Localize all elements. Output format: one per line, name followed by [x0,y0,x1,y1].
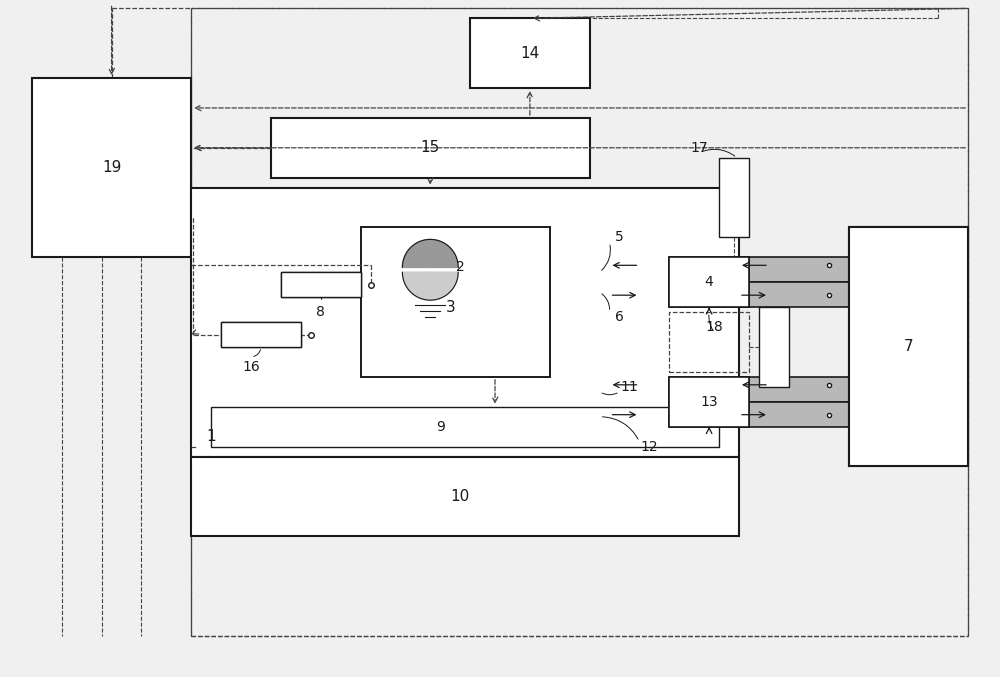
Bar [550,257,849,282]
Text: 5: 5 [615,230,624,244]
Bar [550,401,849,427]
Text: 1: 1 [206,429,216,444]
Bar [669,377,749,427]
Text: 14: 14 [520,45,540,61]
Text: 8: 8 [316,305,325,319]
Bar [221,322,301,347]
Bar [550,377,849,401]
Bar [191,456,739,536]
Bar [719,158,749,238]
Text: 3: 3 [445,300,455,315]
Text: 6: 6 [615,310,624,324]
Text: 12: 12 [641,439,658,454]
Bar [550,282,849,307]
Text: 17: 17 [690,141,708,155]
Text: 2: 2 [456,260,465,274]
Bar [849,227,968,466]
Text: 9: 9 [436,420,445,434]
Text: 11: 11 [621,380,638,394]
Bar [669,257,749,307]
Text: 10: 10 [451,489,470,504]
Bar [281,272,361,297]
Text: 7: 7 [904,339,913,355]
Bar [191,188,739,456]
Text: 15: 15 [421,140,440,155]
Text: 13: 13 [700,395,718,409]
Bar [32,78,191,257]
Bar [361,227,550,377]
Bar [470,18,590,88]
Bar [271,118,590,177]
Text: 4: 4 [705,276,714,289]
Bar [849,227,968,466]
Bar [669,377,749,427]
Polygon shape [402,240,458,267]
Text: 19: 19 [102,160,121,175]
Text: 16: 16 [242,360,260,374]
Text: 18: 18 [705,320,723,334]
Bar [669,257,749,307]
Polygon shape [402,272,458,300]
Bar [281,272,361,297]
Bar [221,322,301,347]
Bar [211,407,719,447]
Bar [759,307,789,387]
